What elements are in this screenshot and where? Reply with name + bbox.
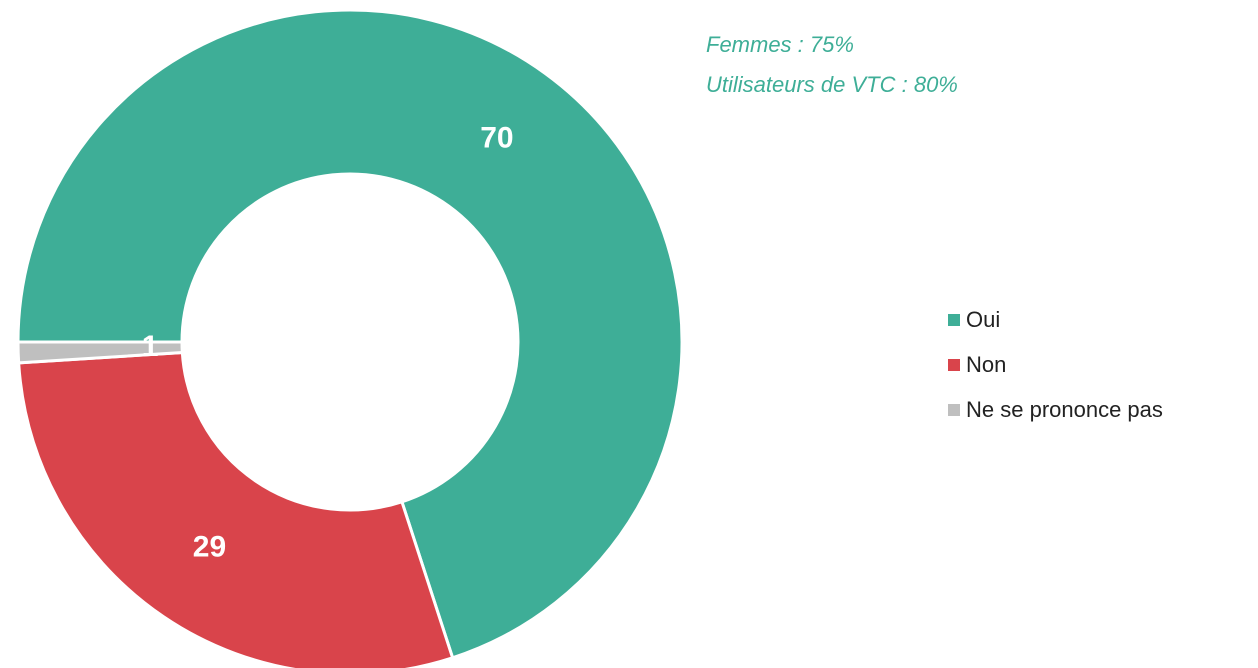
data-label: 70	[480, 122, 513, 155]
legend-label: Oui	[966, 307, 1000, 332]
legend-swatch	[948, 359, 960, 371]
donut-slice	[16, 340, 184, 365]
annotation: Utilisateurs de VTC : 80%	[706, 72, 958, 97]
legend-swatch	[948, 314, 960, 326]
annotation: Femmes : 75%	[706, 32, 854, 57]
legend-label: Ne se prononce pas	[966, 397, 1163, 422]
legend-swatch	[948, 404, 960, 416]
donut-slice	[16, 8, 684, 660]
legend-label: Non	[966, 352, 1006, 377]
data-label: 1	[142, 330, 159, 363]
donut-slice	[17, 350, 455, 668]
data-label: 29	[193, 531, 226, 564]
